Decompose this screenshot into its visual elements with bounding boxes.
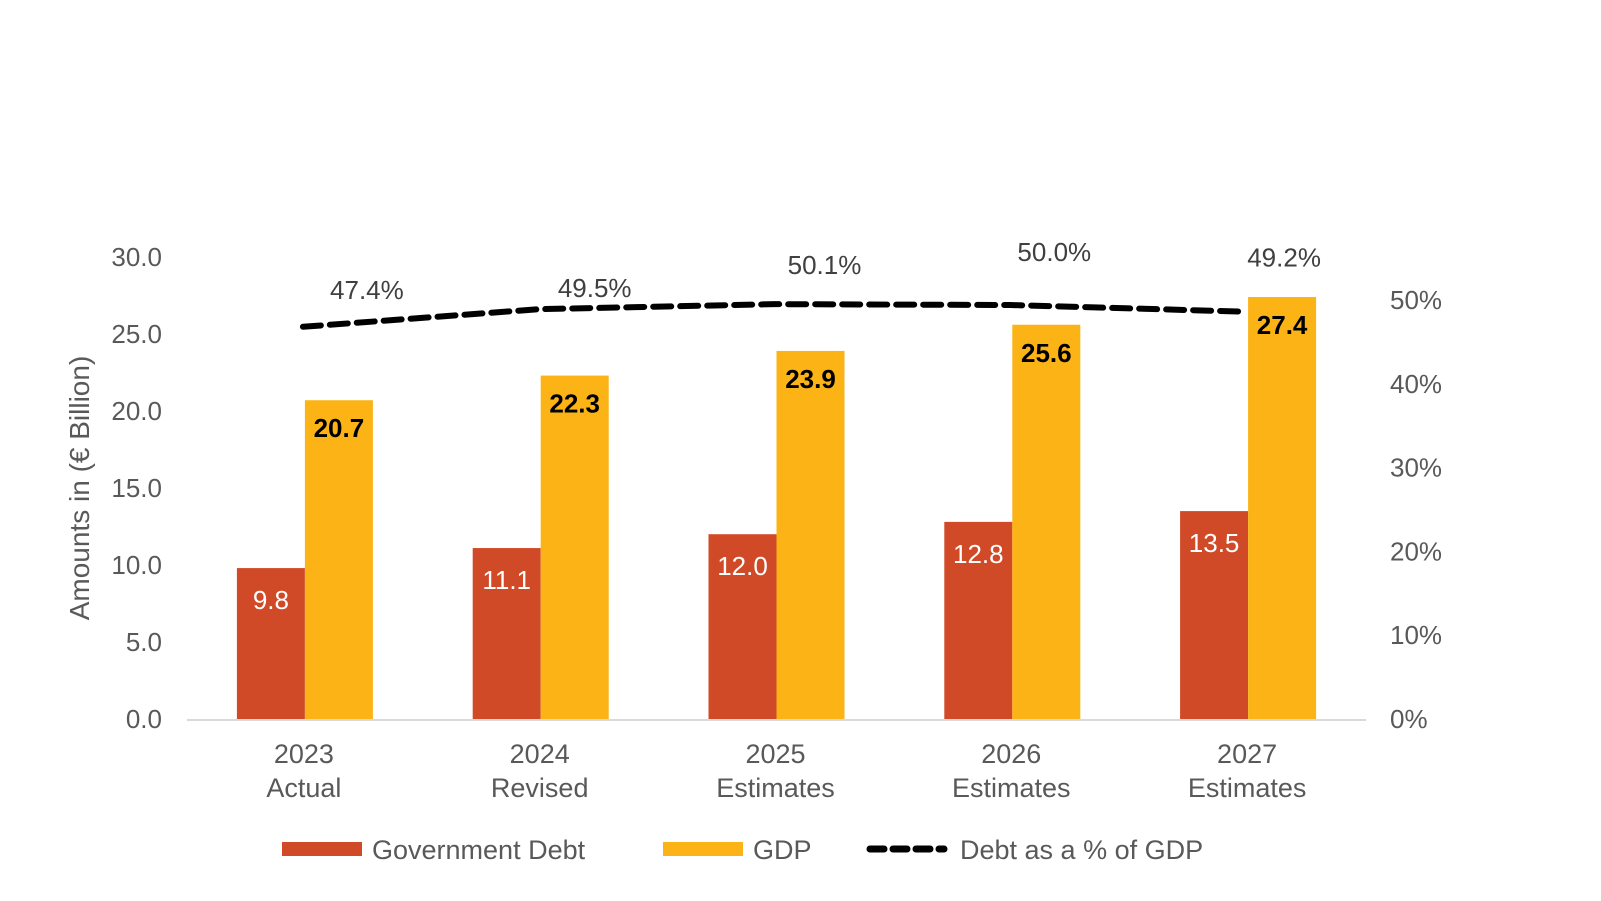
left-axis-tick-label: 0.0	[126, 704, 162, 734]
right-axis-tick-label: 30%	[1390, 453, 1442, 483]
legend-label-gdp: GDP	[753, 835, 812, 865]
bar-government-debt	[708, 534, 777, 719]
bar-gdp	[540, 375, 609, 719]
data-label-gdp: 25.6	[1021, 338, 1072, 368]
data-label-government-debt: 11.1	[482, 565, 531, 595]
y-axis-title: Amounts in (€ Billion)	[64, 356, 95, 621]
data-label-government-debt: 12.8	[953, 539, 1004, 569]
bar-gdp	[776, 350, 845, 719]
legend-swatch-government-debt	[282, 842, 362, 856]
data-label-government-debt: 12.0	[717, 551, 768, 581]
category-label: 2025	[745, 739, 805, 769]
right-axis-tick-label: 10%	[1390, 620, 1442, 650]
right-axis-tick-label: 50%	[1390, 285, 1442, 315]
data-label-debt-pct: 50.1%	[788, 250, 862, 280]
left-axis-tick-label: 15.0	[111, 473, 162, 503]
data-label-government-debt: 9.8	[253, 585, 289, 615]
category-label: Estimates	[952, 773, 1071, 803]
legend-label-debt-pct: Debt as a % of GDP	[960, 835, 1203, 865]
bar-government-debt	[236, 568, 305, 719]
data-label-debt-pct: 49.5%	[558, 273, 632, 303]
data-label-gdp: 27.4	[1257, 310, 1308, 340]
category-label: Actual	[266, 773, 341, 803]
category-label: Revised	[491, 773, 589, 803]
bar-gdp	[1012, 324, 1081, 719]
right-axis-tick-label: 40%	[1390, 369, 1442, 399]
category-label: 2024	[510, 739, 570, 769]
category-label: Estimates	[1188, 773, 1307, 803]
bar-government-debt	[1180, 511, 1249, 719]
right-axis-tick-label: 0%	[1390, 704, 1428, 734]
bars-group	[236, 297, 1317, 719]
legend-swatch-gdp	[663, 842, 743, 856]
left-axis-tick-label: 20.0	[111, 396, 162, 426]
left-axis-tick-label: 25.0	[111, 319, 162, 349]
y-axis-title-group: Amounts in (€ Billion)	[64, 356, 95, 621]
left-axis-ticks: 0.0 5.0 10.0 15.0 20.0 25.0 30.0	[111, 242, 162, 734]
bar-government-debt	[472, 548, 541, 719]
data-label-debt-pct: 50.0%	[1017, 237, 1091, 267]
data-label-gdp: 23.9	[785, 364, 836, 394]
category-label: 2027	[1217, 739, 1277, 769]
category-label: 2023	[274, 739, 334, 769]
bar-gdp	[1248, 297, 1317, 719]
left-axis-tick-label: 10.0	[111, 550, 162, 580]
data-label-debt-pct: 49.2%	[1247, 243, 1321, 273]
line-debt-pct-gdp	[299, 301, 1250, 330]
category-labels: 2023 Actual 2024 Revised 2025 Estimates 2026 Es…	[266, 739, 1306, 803]
data-label-gdp: 20.7	[314, 413, 365, 443]
data-label-debt-pct: 47.4%	[330, 275, 404, 305]
bar-government-debt	[944, 521, 1013, 719]
line-series-group	[299, 301, 1250, 330]
right-axis-tick-label: 20%	[1390, 536, 1442, 566]
data-label-government-debt: 13.5	[1189, 528, 1240, 558]
right-axis-ticks: 0% 10% 20% 30% 40% 50%	[1390, 285, 1442, 734]
legend: Government Debt GDP Debt as a % of GDP	[282, 835, 1203, 865]
data-labels-group: 9.8 20.7 11.1 22.3 12.0 23.9 12.8 25.6 13.5 27.4 4…	[253, 237, 1321, 615]
left-axis-tick-label: 30.0	[111, 242, 162, 272]
category-label: 2026	[981, 739, 1041, 769]
left-axis-tick-label: 5.0	[126, 627, 162, 657]
data-label-gdp: 22.3	[549, 389, 600, 419]
legend-label-government-debt: Government Debt	[372, 835, 586, 865]
bar-gdp	[304, 400, 373, 719]
category-label: Estimates	[716, 773, 835, 803]
